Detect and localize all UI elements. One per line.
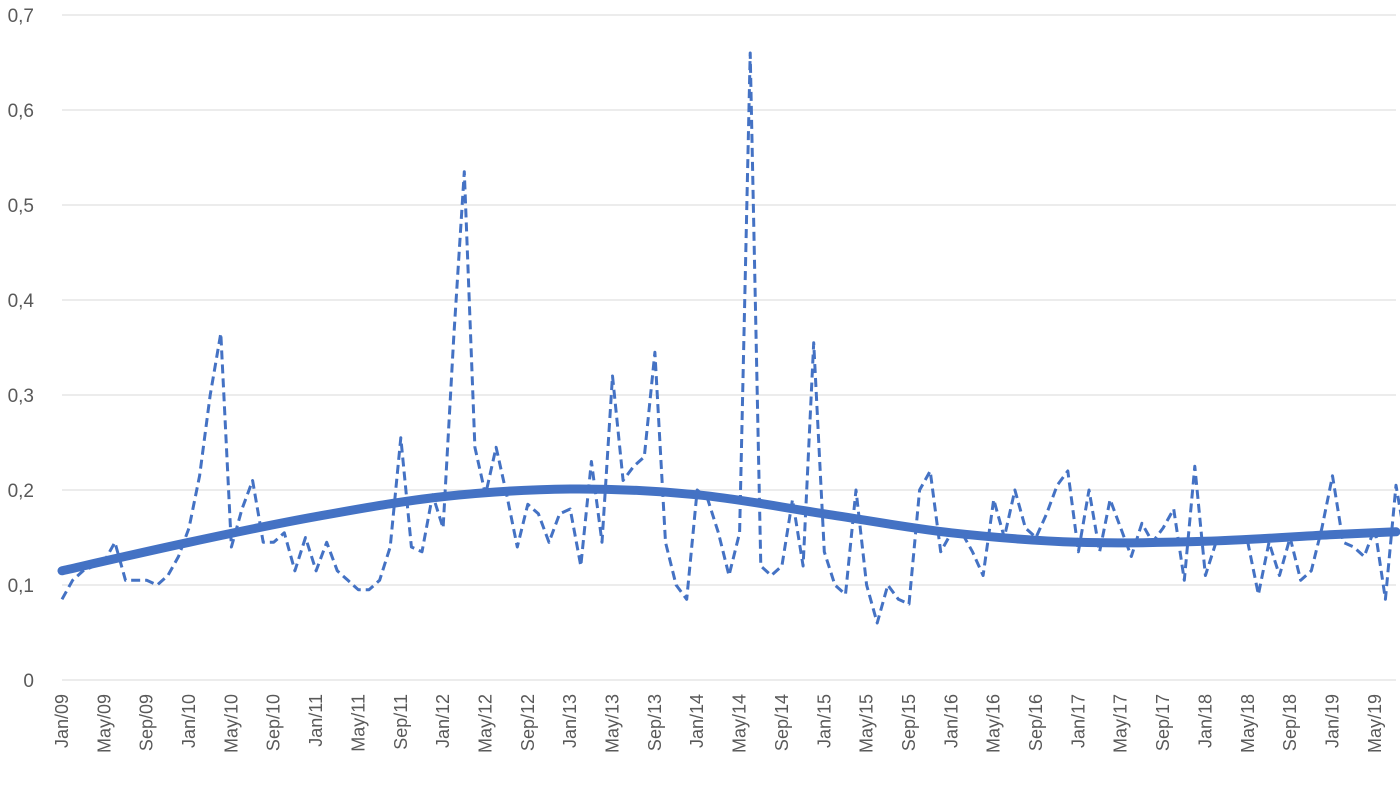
x-tick-label: Jan/18: [1195, 694, 1215, 748]
x-tick-label: Jan/10: [179, 694, 199, 748]
x-tick-label: May/17: [1111, 694, 1131, 753]
gridlines: [62, 14, 1396, 681]
x-tick-label: Jan/19: [1322, 694, 1342, 748]
y-tick-label: 0,7: [8, 6, 34, 27]
x-tick-label: Jan/16: [941, 694, 961, 748]
x-tick-label: Sep/15: [899, 694, 919, 751]
x-tick-label: May/13: [603, 694, 623, 753]
x-tick-label: Jan/09: [52, 694, 72, 748]
x-tick-label: Jan/13: [560, 694, 580, 748]
x-tick-label: May/10: [221, 694, 241, 753]
series-trend-line: [57, 484, 1400, 576]
x-tick-label: Jan/11: [306, 694, 326, 747]
x-tick-label: May/16: [984, 694, 1004, 753]
x-tick-label: May/09: [94, 694, 114, 753]
x-tick-label: Sep/12: [518, 694, 538, 751]
y-tick-label: 0,1: [8, 576, 34, 597]
y-tick-label: 0,5: [8, 196, 34, 217]
x-tick-label: Sep/13: [645, 694, 665, 751]
y-tick-label: 0,4: [8, 291, 35, 312]
y-tick-label: 0,2: [8, 481, 34, 502]
y-tick-label: 0,3: [8, 386, 34, 407]
x-tick-label: May/19: [1365, 694, 1385, 753]
series-monthly-dashed-line: [60, 51, 1400, 625]
x-tick-label: Sep/11: [391, 694, 411, 750]
x-tick-label: Sep/18: [1280, 694, 1300, 751]
x-tick-label: May/11: [348, 694, 368, 752]
y-tick-label: 0: [23, 671, 34, 692]
x-tick-label: Sep/09: [137, 694, 157, 751]
x-tick-label: Jan/14: [687, 694, 707, 748]
x-tick-label: Sep/17: [1153, 694, 1173, 751]
x-tick-label: Jan/17: [1068, 694, 1088, 748]
x-tick-label: Sep/14: [772, 694, 792, 751]
y-tick-label: 0,6: [8, 101, 34, 122]
x-tick-label: May/18: [1238, 694, 1258, 753]
x-tick-label: Sep/10: [264, 694, 284, 751]
x-axis-tick-labels: Jan/09 May/09 Sep/09 Jan/10 May/10 Sep/10 Jan/…: [52, 694, 1385, 753]
x-tick-label: Jan/12: [433, 694, 453, 748]
x-tick-label: Jan/15: [814, 694, 834, 748]
y-axis-tick-labels: 0 0,1 0,2 0,3 0,4 0,5 0,6 0,7: [8, 6, 35, 692]
x-tick-label: May/14: [730, 694, 750, 753]
x-tick-label: May/12: [475, 694, 495, 753]
x-tick-label: Sep/16: [1026, 694, 1046, 751]
x-tick-label: May/15: [857, 694, 877, 753]
